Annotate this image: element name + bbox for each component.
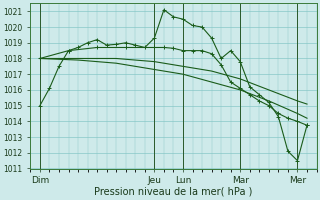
X-axis label: Pression niveau de la mer( hPa ): Pression niveau de la mer( hPa ) xyxy=(94,187,252,197)
